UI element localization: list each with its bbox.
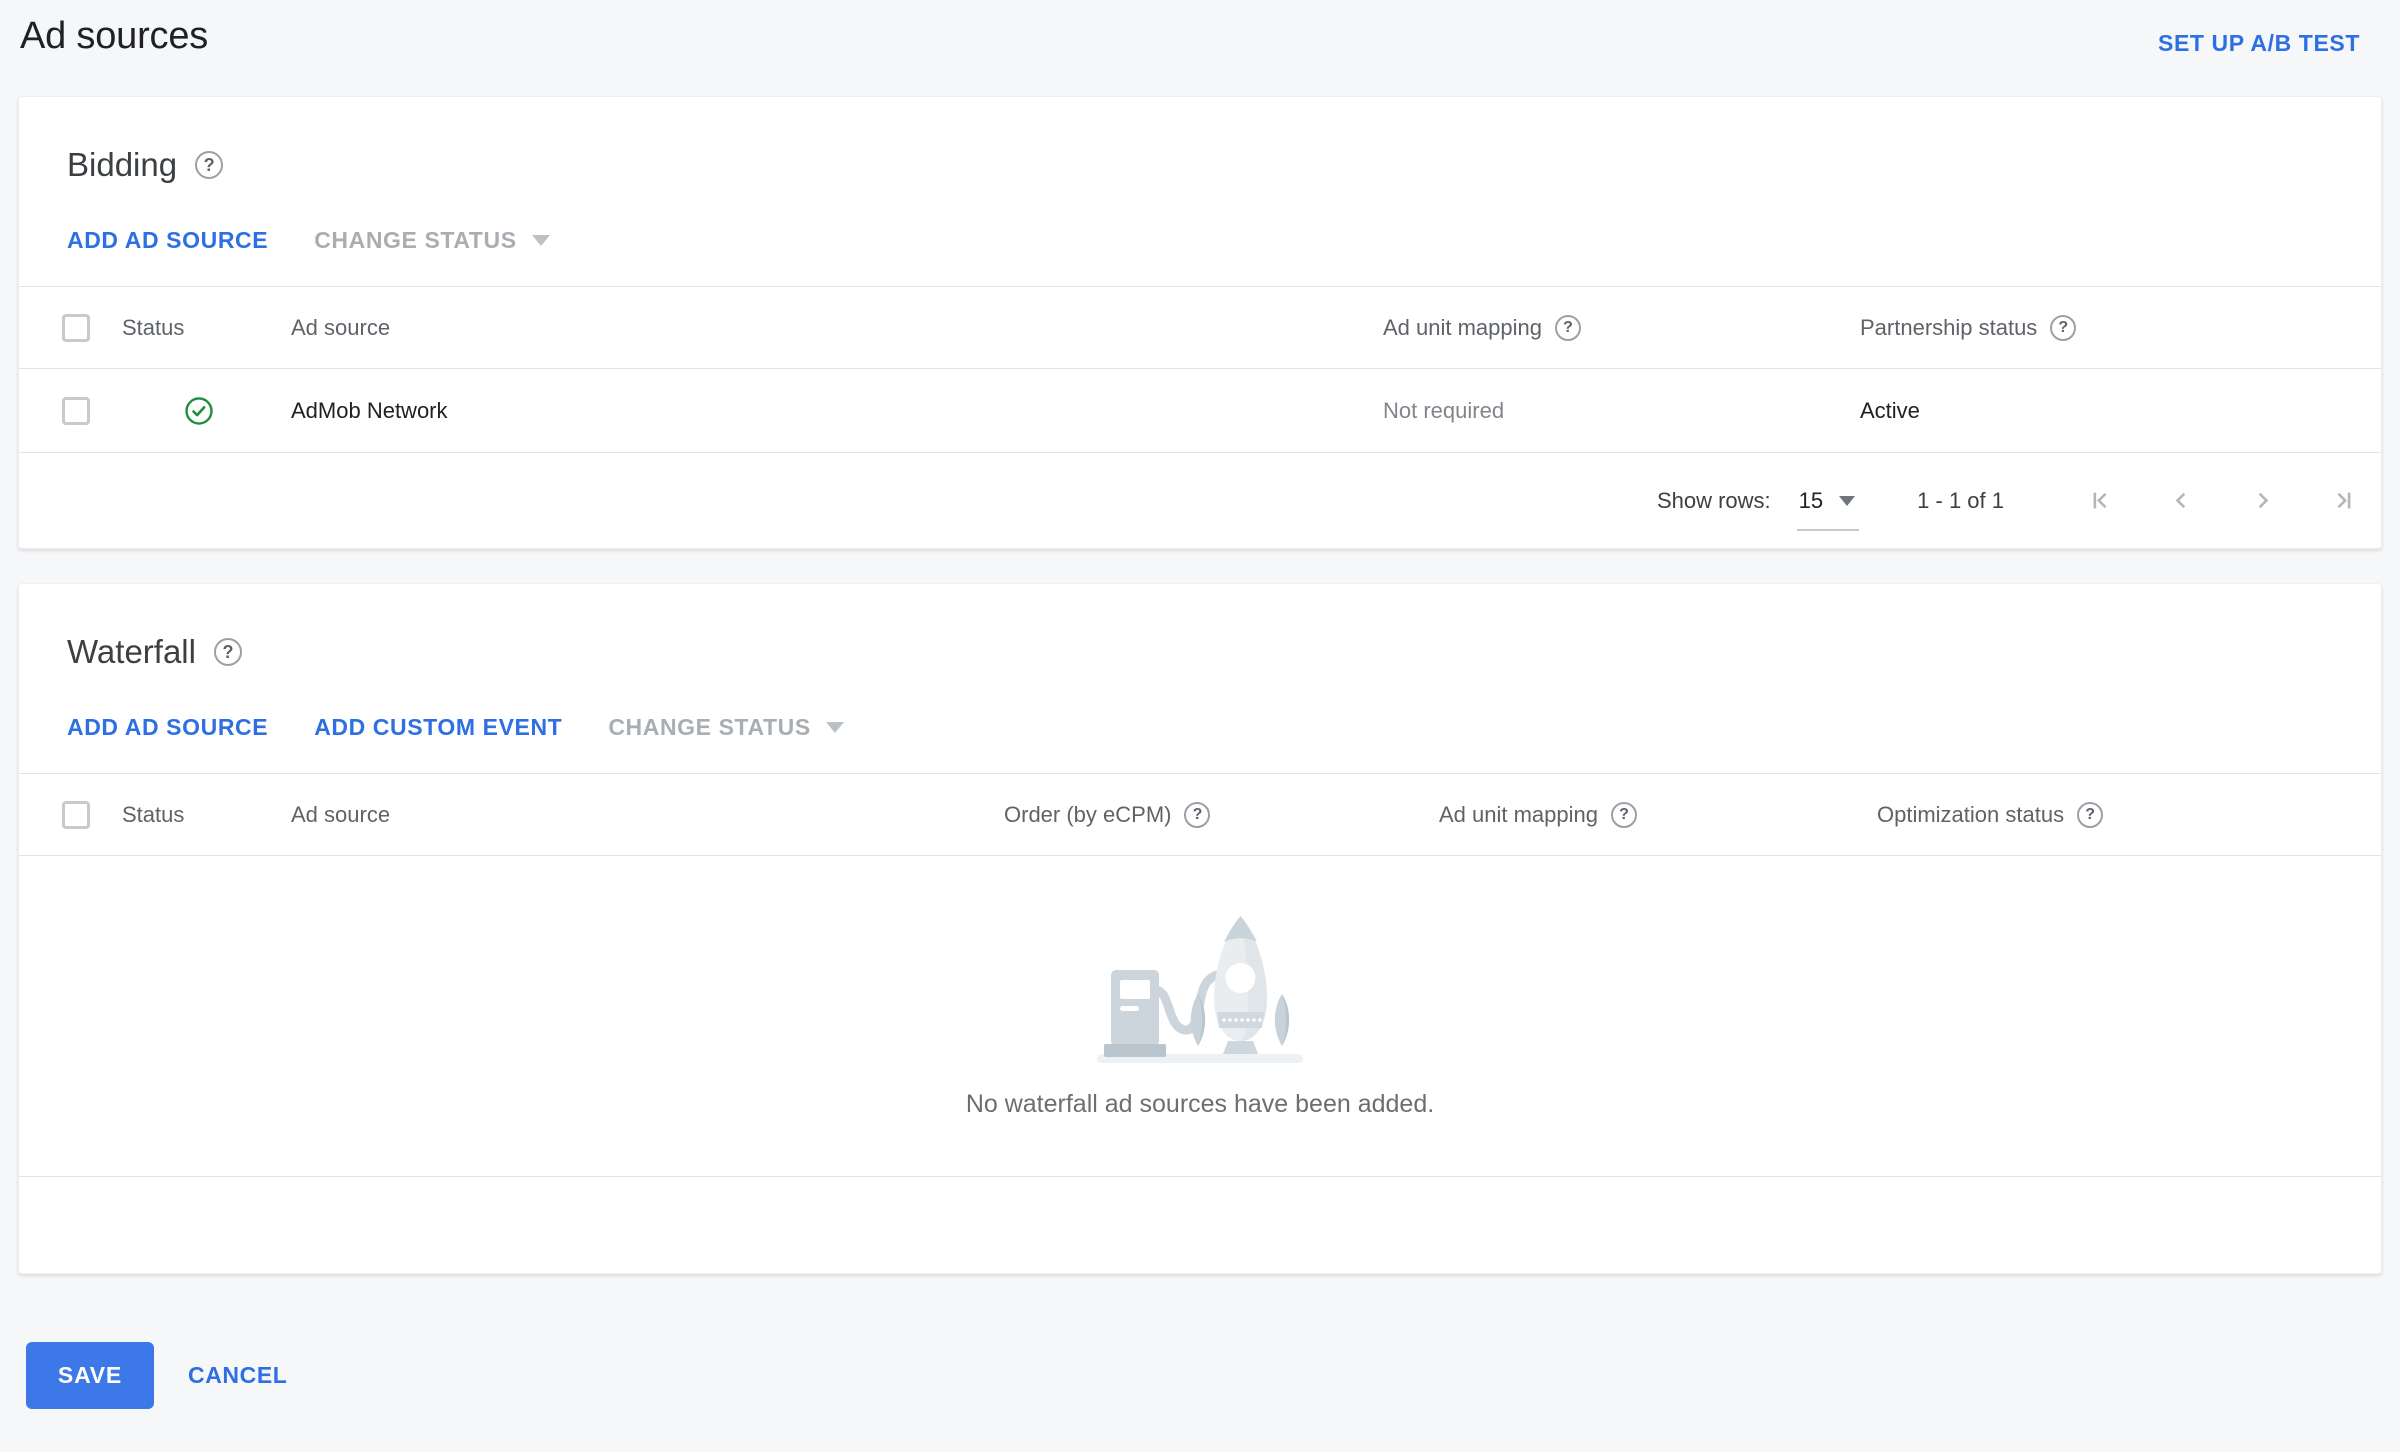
row-status-cell — [122, 396, 291, 426]
waterfall-col-ad-unit-mapping: Ad unit mapping ? — [1439, 801, 1877, 828]
bidding-card-head: Bidding ? ADD AD SOURCE CHANGE STATUS — [19, 97, 2381, 286]
bidding-help-icon[interactable]: ? — [195, 151, 224, 179]
partnership-status-help-icon[interactable]: ? — [2050, 314, 2077, 341]
bidding-change-status-button[interactable]: CHANGE STATUS — [314, 227, 550, 254]
waterfall-title-row: Waterfall ? — [67, 630, 2331, 674]
chevron-down-icon — [825, 722, 844, 733]
bidding-title-row: Bidding ? — [67, 143, 2331, 187]
bidding-table-footer: Show rows: 15 1 - 1 of 1 — [19, 453, 2381, 548]
show-rows-label: Show rows: — [1656, 487, 1771, 513]
waterfall-empty-state: No waterfall ad sources have been added. — [19, 856, 2381, 1177]
status-active-check-icon — [185, 396, 213, 425]
waterfall-section-title: Waterfall — [67, 633, 196, 670]
bidding-col-status: Status — [122, 314, 185, 340]
bidding-select-all-checkbox[interactable] — [62, 313, 90, 342]
bidding-col-ad-unit-mapping: Ad unit mapping ? — [1383, 314, 1860, 341]
bidding-section: Bidding ? ADD AD SOURCE CHANGE STATUS St… — [18, 96, 2382, 549]
waterfall-help-icon[interactable]: ? — [213, 638, 242, 666]
save-button[interactable]: SAVE — [26, 1342, 154, 1409]
pagination-controls — [2086, 487, 2357, 515]
waterfall-select-all-cell — [62, 800, 122, 829]
waterfall-empty-message: No waterfall ad sources have been added. — [965, 1090, 1435, 1118]
waterfall-change-status-label: CHANGE STATUS — [608, 714, 811, 740]
last-page-icon[interactable] — [2329, 487, 2357, 515]
rocket-fuel-pump-illustration — [1097, 916, 1303, 1063]
waterfall-table-footer — [19, 1177, 2381, 1273]
waterfall-col-optimization-status: Optimization status ? — [1877, 801, 2381, 828]
ad-unit-mapping-help-icon[interactable]: ? — [1555, 314, 1581, 341]
waterfall-section: Waterfall ? ADD AD SOURCE ADD CUSTOM EVE… — [18, 583, 2382, 1274]
waterfall-col-order-by-ecpm: Order (by eCPM) ? — [1004, 801, 1439, 828]
pagination-range: 1 - 1 of 1 — [1917, 487, 2004, 513]
chevron-down-icon — [531, 235, 550, 246]
waterfall-add-ad-source-button[interactable]: ADD AD SOURCE — [67, 714, 269, 740]
bidding-col-partnership-status: Partnership status ? — [1860, 314, 2381, 341]
select-arrow-icon — [1839, 495, 1856, 506]
row-checkbox-cell — [62, 396, 122, 425]
bottom-action-bar: SAVE CANCEL — [26, 1342, 2400, 1409]
waterfall-col-ad-source: Ad source — [291, 801, 391, 827]
waterfall-table-header: Status Ad source Order (by eCPM) ? Ad un… — [19, 773, 2381, 856]
waterfall-card-head: Waterfall ? ADD AD SOURCE ADD CUSTOM EVE… — [19, 584, 2381, 773]
next-page-icon[interactable] — [2248, 487, 2276, 515]
bidding-table-row: AdMob Network Not required Active — [19, 369, 2381, 453]
order-by-ecpm-help-icon[interactable]: ? — [1184, 801, 1211, 828]
ad-unit-mapping-help-icon[interactable]: ? — [1611, 801, 1637, 828]
bidding-section-title: Bidding — [67, 146, 178, 183]
set-up-ab-test-link[interactable]: SET UP A/B TEST — [2158, 30, 2360, 56]
bidding-actions: ADD AD SOURCE CHANGE STATUS — [67, 227, 2331, 286]
row-ad-source: AdMob Network — [291, 397, 448, 423]
bidding-change-status-label: CHANGE STATUS — [314, 227, 517, 253]
bidding-table-header: Status Ad source Ad unit mapping ? Partn… — [19, 286, 2381, 369]
bidding-col-ad-source: Ad source — [291, 314, 391, 340]
rows-per-page-select[interactable]: 15 — [1796, 487, 1860, 531]
waterfall-select-all-checkbox[interactable] — [62, 800, 90, 829]
cancel-button[interactable]: CANCEL — [188, 1362, 288, 1388]
row-checkbox[interactable] — [62, 396, 90, 425]
bidding-select-all-cell — [62, 313, 122, 342]
page-header: Ad sources SET UP A/B TEST — [0, 0, 2400, 96]
optimization-status-help-icon[interactable]: ? — [2077, 801, 2104, 828]
page-title: Ad sources — [20, 15, 209, 57]
previous-page-icon[interactable] — [2167, 487, 2195, 515]
row-partnership-status: Active — [1860, 397, 1920, 423]
waterfall-add-custom-event-button[interactable]: ADD CUSTOM EVENT — [314, 714, 563, 740]
waterfall-col-status: Status — [122, 801, 185, 827]
row-ad-unit-mapping: Not required — [1383, 397, 1505, 423]
first-page-icon[interactable] — [2086, 487, 2114, 515]
waterfall-change-status-button[interactable]: CHANGE STATUS — [608, 714, 844, 741]
waterfall-actions: ADD AD SOURCE ADD CUSTOM EVENT CHANGE ST… — [67, 714, 2331, 773]
rows-per-page-value: 15 — [1798, 487, 1824, 513]
bidding-add-ad-source-button[interactable]: ADD AD SOURCE — [67, 227, 269, 253]
